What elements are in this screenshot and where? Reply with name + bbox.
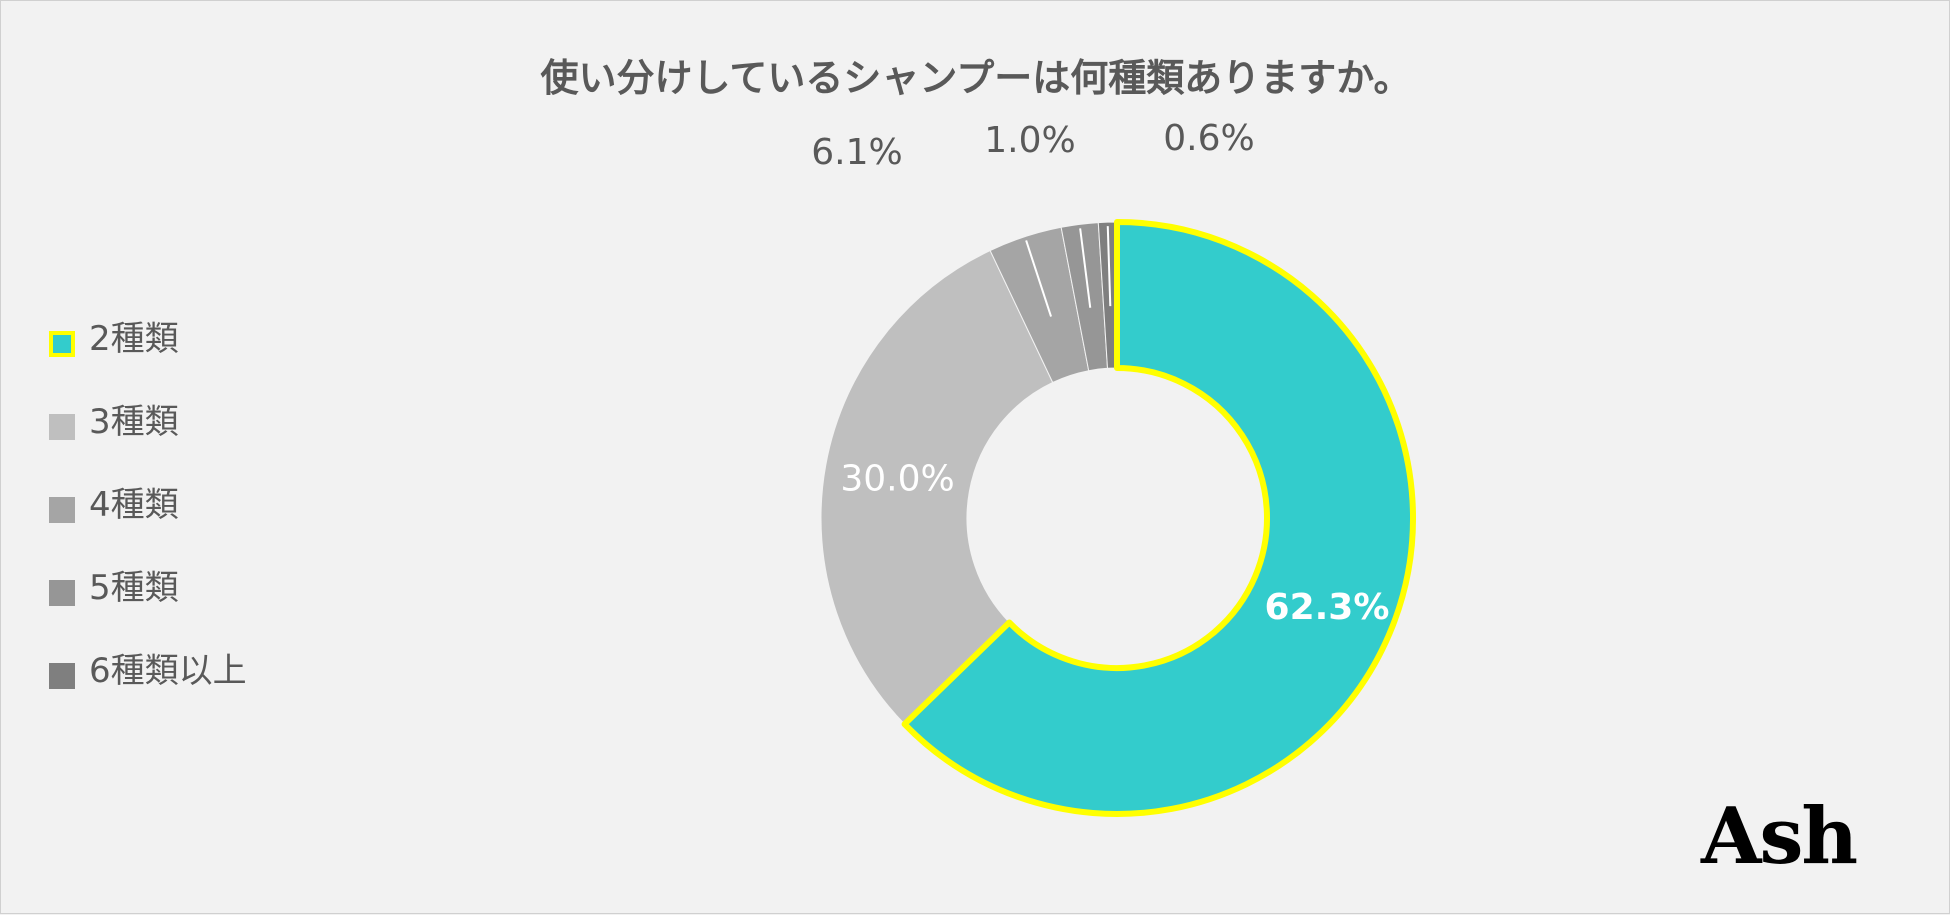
legend-label-3: 3種類 xyxy=(89,402,179,442)
legend-label-2: 2種類 xyxy=(89,319,179,359)
data-label-4: 6.1% xyxy=(811,132,902,173)
data-label-5: 1.0% xyxy=(984,120,1075,161)
legend-swatch-2 xyxy=(49,331,75,357)
legend-label-4: 4種類 xyxy=(89,485,179,525)
data-label-3: 30.0% xyxy=(840,458,954,499)
ash-logo: Ash xyxy=(1701,791,1858,882)
legend-swatch-3 xyxy=(49,414,75,440)
leader-line-6plus xyxy=(1106,226,1112,307)
data-label-6plus: 0.6% xyxy=(1163,118,1254,159)
legend-swatch-5 xyxy=(49,580,75,606)
legend-label-5: 5種類 xyxy=(89,568,179,608)
donut-slice-2 xyxy=(901,219,1416,817)
leader-line-5 xyxy=(1079,228,1092,308)
donut-slice-3 xyxy=(820,249,1054,725)
chart-title: 使い分けしているシャンプーは何種類ありますか。 xyxy=(540,56,1412,100)
legend-swatch-6plus xyxy=(49,663,75,689)
leader-line-4 xyxy=(1025,240,1052,317)
legend-label-6plus: 6種類以上 xyxy=(89,651,247,691)
legend-swatch-4 xyxy=(49,497,75,523)
data-label-2: 62.3% xyxy=(1265,587,1390,628)
